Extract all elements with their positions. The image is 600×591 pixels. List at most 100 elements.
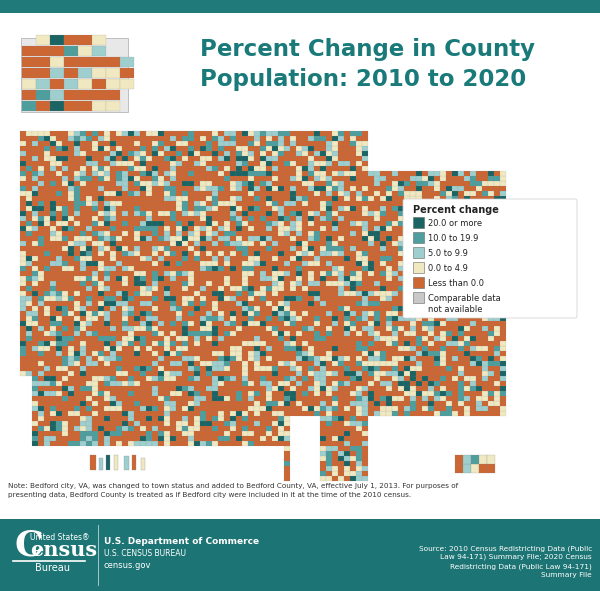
Bar bbox=[110, 251, 116, 256]
Bar bbox=[128, 441, 134, 446]
Bar bbox=[296, 332, 302, 336]
Bar bbox=[284, 456, 290, 461]
Bar bbox=[86, 387, 92, 391]
Bar bbox=[32, 387, 38, 391]
Bar bbox=[476, 401, 482, 406]
Bar bbox=[194, 147, 200, 151]
Bar bbox=[446, 391, 452, 396]
Bar bbox=[62, 436, 68, 441]
Bar bbox=[86, 202, 92, 206]
Bar bbox=[476, 316, 482, 321]
Bar bbox=[134, 336, 140, 341]
Bar bbox=[176, 236, 182, 241]
Bar bbox=[332, 212, 338, 216]
Bar bbox=[206, 222, 212, 226]
Bar bbox=[164, 261, 170, 266]
Bar bbox=[440, 387, 446, 391]
Bar bbox=[74, 421, 80, 426]
Bar bbox=[92, 311, 98, 316]
Bar bbox=[458, 271, 464, 276]
Bar bbox=[134, 196, 140, 201]
Bar bbox=[98, 212, 104, 216]
Bar bbox=[314, 311, 320, 316]
Bar bbox=[50, 342, 56, 346]
Bar bbox=[392, 376, 398, 381]
Bar bbox=[80, 287, 86, 291]
Bar bbox=[410, 281, 416, 286]
Bar bbox=[488, 232, 494, 236]
Bar bbox=[176, 256, 182, 261]
Bar bbox=[266, 167, 272, 171]
Bar bbox=[230, 261, 236, 266]
Bar bbox=[284, 161, 290, 166]
Text: 0.0 to 4.9: 0.0 to 4.9 bbox=[428, 264, 468, 273]
Bar bbox=[332, 381, 338, 386]
Bar bbox=[206, 311, 212, 316]
Bar bbox=[464, 181, 470, 186]
Bar bbox=[479, 456, 487, 464]
Bar bbox=[120, 67, 133, 78]
Bar bbox=[62, 311, 68, 316]
Bar bbox=[236, 241, 242, 246]
Bar bbox=[158, 196, 164, 201]
Text: Source: 2010 Census Redistricting Data (Public
Law 94-171) Summary File; 2020 Ce: Source: 2010 Census Redistricting Data (… bbox=[419, 545, 592, 578]
Bar bbox=[188, 131, 194, 136]
Bar bbox=[74, 131, 80, 136]
Bar bbox=[86, 356, 92, 361]
Bar bbox=[362, 206, 368, 211]
Bar bbox=[434, 342, 440, 346]
Bar bbox=[104, 157, 110, 161]
Bar bbox=[452, 256, 458, 261]
Bar bbox=[106, 67, 119, 78]
Bar bbox=[272, 251, 278, 256]
Bar bbox=[266, 326, 272, 331]
Bar bbox=[140, 251, 146, 256]
Bar bbox=[74, 281, 80, 286]
Bar bbox=[344, 236, 350, 241]
Bar bbox=[374, 186, 380, 191]
Bar bbox=[290, 186, 296, 191]
Bar bbox=[272, 376, 278, 381]
Bar bbox=[170, 431, 176, 436]
Bar bbox=[92, 352, 98, 356]
Bar bbox=[164, 362, 170, 366]
Bar bbox=[476, 397, 482, 401]
Bar bbox=[128, 137, 134, 141]
Bar bbox=[392, 371, 398, 376]
Bar bbox=[98, 141, 104, 146]
Bar bbox=[482, 196, 488, 201]
Bar bbox=[104, 216, 110, 221]
Bar bbox=[110, 181, 116, 186]
Bar bbox=[62, 356, 68, 361]
Bar bbox=[482, 407, 488, 411]
Bar bbox=[230, 206, 236, 211]
Bar bbox=[476, 291, 482, 296]
Bar bbox=[332, 342, 338, 346]
Bar bbox=[218, 206, 224, 211]
Bar bbox=[392, 171, 398, 176]
Bar bbox=[410, 171, 416, 176]
Bar bbox=[416, 206, 422, 211]
Bar bbox=[350, 222, 356, 226]
Bar bbox=[482, 362, 488, 366]
Bar bbox=[326, 236, 332, 241]
Bar bbox=[488, 336, 494, 341]
Bar bbox=[20, 167, 26, 171]
Bar bbox=[230, 241, 236, 246]
Bar bbox=[74, 316, 80, 321]
Bar bbox=[344, 222, 350, 226]
Bar bbox=[116, 411, 122, 416]
Bar bbox=[230, 391, 236, 396]
Bar bbox=[308, 206, 314, 211]
Bar bbox=[296, 157, 302, 161]
Bar bbox=[86, 297, 92, 301]
Bar bbox=[302, 246, 308, 251]
Bar bbox=[56, 161, 62, 166]
Bar bbox=[182, 236, 188, 241]
Bar bbox=[314, 326, 320, 331]
Bar bbox=[146, 371, 152, 376]
Bar bbox=[296, 352, 302, 356]
Bar bbox=[386, 316, 392, 321]
Bar bbox=[110, 256, 116, 261]
Bar bbox=[212, 212, 218, 216]
